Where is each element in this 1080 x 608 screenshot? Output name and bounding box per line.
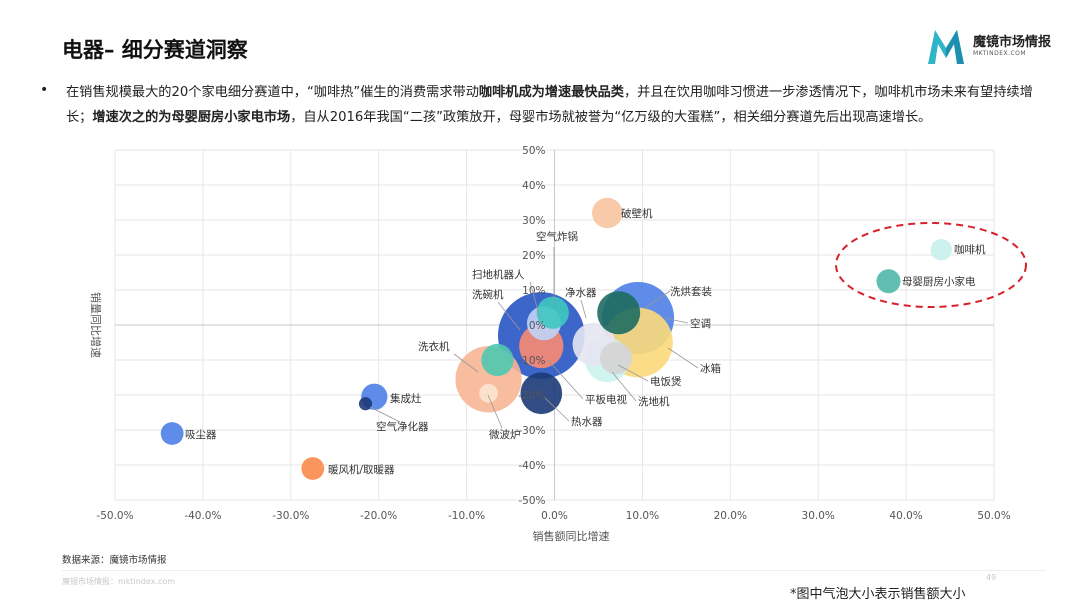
bubble-label: 空调 xyxy=(690,317,711,330)
x-axis-label: 销售额同比增速 xyxy=(533,529,610,543)
x-tick-label: 50.0% xyxy=(977,510,1010,522)
bubble-point xyxy=(481,343,514,377)
bubble-point xyxy=(592,197,623,229)
label-leader-line xyxy=(369,406,401,423)
chart-ticks: -50.0% -40.0% -30.0% -20.0% -10.0% 0.0% 10.0% 2… xyxy=(96,145,1010,522)
label-leader-line xyxy=(547,359,584,400)
x-tick-label: 10.0% xyxy=(626,510,659,522)
label-leader-line xyxy=(453,353,479,373)
page-title: 电器– 细分赛道洞察 xyxy=(62,38,248,62)
y-tick-label: -20% xyxy=(518,390,545,402)
desc-bold-2: 增速次之的为母婴厨房小家电市场 xyxy=(92,110,291,125)
label-leader-line xyxy=(487,394,503,429)
highlight-ellipse xyxy=(835,222,1027,308)
y-tick-label: 50% xyxy=(522,145,545,157)
logo-m-icon xyxy=(928,30,964,64)
bubble-label: 咖啡机 xyxy=(954,243,986,256)
desc-part-3: ，自从2016年我国“二孩”政策放开，母婴市场就被誉为“亿万级的大蛋糕”，相关细… xyxy=(290,110,932,125)
bubble-label: 集成灶 xyxy=(390,392,422,405)
bubble-label: 洗烘套装 xyxy=(670,285,712,298)
bubble-label: 冰箱 xyxy=(700,362,721,375)
footer-divider xyxy=(62,570,1046,571)
y-tick-label: 20% xyxy=(522,250,545,262)
bullet-marker: • xyxy=(40,82,49,98)
bubble-point xyxy=(479,383,498,403)
bubble-label: 母婴厨房小家电 xyxy=(902,275,976,288)
y-tick-label: -50% xyxy=(518,495,545,507)
bubble-label: 洗衣机 xyxy=(418,340,450,353)
y-tick-label: -10% xyxy=(518,355,545,367)
description-text: 在销售规模最大的20个家电细分赛道中，“咖啡热”催生的消费需求带动咖啡机成为增速… xyxy=(66,80,1036,130)
y-axis-label: 销量同比增速 xyxy=(89,292,103,358)
desc-part-1: 在销售规模最大的20个家电细分赛道中，“咖啡热”催生的消费需求带动 xyxy=(66,85,479,100)
chart-bubbles xyxy=(160,197,953,480)
bubble-label: 平板电视 xyxy=(585,393,627,406)
bubble-label: 净水器 xyxy=(565,286,597,299)
bubble-label: 热水器 xyxy=(571,415,603,428)
logo-url: MKTINDEX.COM xyxy=(973,50,1027,57)
bubble-label: 暖风机/取暖器 xyxy=(328,463,395,476)
x-tick-label: -40.0% xyxy=(184,510,221,522)
label-leader-line xyxy=(529,281,541,319)
bubble-label: 空气净化器 xyxy=(376,420,429,433)
x-tick-label: 40.0% xyxy=(889,510,922,522)
x-tick-label: -10.0% xyxy=(448,510,485,522)
bubble-label: 空气炸锅 xyxy=(536,230,578,243)
data-source: 数据来源：魔镜市场情报 xyxy=(62,555,167,566)
label-leader-line xyxy=(644,290,671,309)
x-tick-label: -30.0% xyxy=(272,510,309,522)
bubble-label: 洗地机 xyxy=(638,395,670,408)
bubble-label: 扫地机器人 xyxy=(472,268,525,281)
label-leader-line xyxy=(544,397,570,422)
bubble-point xyxy=(160,422,184,445)
bubble-point xyxy=(536,296,569,329)
y-tick-label: 30% xyxy=(522,215,545,227)
bubble-point xyxy=(930,238,953,261)
y-tick-label: 10% xyxy=(522,285,545,297)
label-leader-line xyxy=(667,347,699,369)
desc-part-2: ，并且在饮用咖啡习惯进一步渗透情况下，咖啡机市场未来有望持续增长； xyxy=(66,85,1033,125)
bubble-label: 破壁机 xyxy=(621,207,653,220)
label-leader-line xyxy=(617,364,649,382)
bubble-point xyxy=(520,372,563,415)
y-tick-label: -40% xyxy=(518,460,545,472)
label-leader-line xyxy=(580,299,587,319)
bubble-label: 吸尘器 xyxy=(185,429,217,441)
y-tick-label: 0% xyxy=(529,320,546,332)
bubble-point xyxy=(876,269,901,294)
page-number: 49 xyxy=(986,573,997,582)
y-tick-label: 40% xyxy=(522,180,545,192)
bubble-label: 微波炉 xyxy=(489,428,521,441)
bubble-point xyxy=(358,397,373,411)
bubble-label: 洗碗机 xyxy=(472,288,504,301)
label-leader-line xyxy=(663,317,689,324)
logo-name: 魔镜市场情报 xyxy=(973,35,1052,50)
x-tick-label: -20.0% xyxy=(360,510,397,522)
bubble-point xyxy=(597,291,641,335)
x-tick-label: 20.0% xyxy=(714,510,747,522)
desc-bold-1: 咖啡机成为增速最快品类 xyxy=(478,85,624,100)
bubble-point xyxy=(599,342,633,375)
brand-logo: 魔镜市场情报 MKTINDEX.COM xyxy=(926,22,1066,66)
label-leader-line xyxy=(611,371,637,402)
footer-watermark: 魔镜市场情报：mktindex.com xyxy=(62,577,176,586)
highlight-ellipse-shape xyxy=(835,222,1027,308)
bubble-point xyxy=(301,457,325,480)
x-tick-label: 30.0% xyxy=(802,510,835,522)
bubble-label: 电饭煲 xyxy=(650,375,682,388)
label-leader-line xyxy=(497,301,521,331)
bubble-size-note: *图中气泡大小表示销售额大小 xyxy=(790,587,966,602)
y-tick-label: -30% xyxy=(518,425,545,437)
x-tick-label: -50.0% xyxy=(96,510,133,522)
x-tick-label: 0.0% xyxy=(541,510,568,522)
